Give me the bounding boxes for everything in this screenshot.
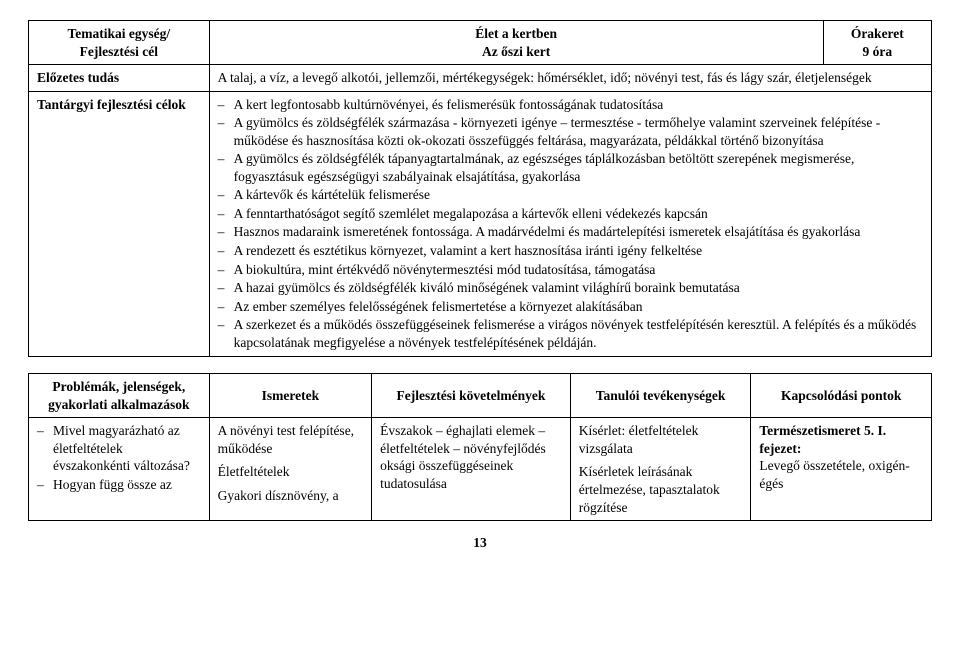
activities-student-cell: Kísérlet: életfeltételek vizsgálata Kísé… (570, 418, 751, 521)
activities-header-problems: Problémák, jelenségek, gyakorlati alkalm… (29, 374, 210, 418)
activities-problems-list: Mivel magyarázható az életfeltételek évs… (37, 422, 201, 493)
goals-list-item: Hasznos madaraink ismeretének fontossága… (218, 223, 923, 241)
goals-list-item: A gyümölcs és zöldségfélék tápanyagtarta… (218, 150, 923, 185)
table-header-row: Tematikai egység/ Fejlesztési cél Élet a… (29, 21, 932, 65)
activities-header-student: Tanulói tevékenységek (570, 374, 751, 418)
activities-content-row: Mivel magyarázható az életfeltételek évs… (29, 418, 932, 521)
activities-header-links: Kapcsolódási pontok (751, 374, 932, 418)
problems-list-item: Mivel magyarázható az életfeltételek évs… (37, 422, 201, 475)
goals-list-item: A rendezett és esztétikus környezet, val… (218, 242, 923, 260)
prior-knowledge-content: A talaj, a víz, a levegő alkotói, jellem… (209, 65, 931, 92)
knowledge-p3: Gyakori dísznövény, a (218, 487, 364, 505)
header-topic: Élet a kertben Az őszi kert (209, 21, 823, 65)
knowledge-p2: Életfeltételek (218, 463, 364, 481)
goals-list-item: A gyümölcs és zöldségfélék származása - … (218, 114, 923, 149)
knowledge-p1: A növényi test felépítése, működése (218, 422, 364, 457)
development-goals-list: A kert legfontosabb kultúrnövényei, és f… (218, 96, 923, 352)
development-goals-row: Tantárgyi fejlesztési célok A kert legfo… (29, 91, 932, 357)
prior-knowledge-label: Előzetes tudás (29, 65, 210, 92)
goals-list-item: Az ember személyes felelősségének felism… (218, 298, 923, 316)
header-hours-line1: Órakeret (851, 26, 904, 41)
activities-header-problems-l2: gyakorlati alkalmazások (48, 397, 189, 412)
header-hours-line2: 9 óra (863, 44, 893, 59)
header-unit-label: Tematikai egység/ Fejlesztési cél (29, 21, 210, 65)
goals-list-item: A fenntarthatóságot segítő szemlélet meg… (218, 205, 923, 223)
development-goals-label: Tantárgyi fejlesztési célok (29, 91, 210, 357)
development-goals-content: A kert legfontosabb kultúrnövényei, és f… (209, 91, 931, 357)
links-p1: Természetismeret 5. I. fejezet: (759, 422, 923, 457)
prior-knowledge-row: Előzetes tudás A talaj, a víz, a levegő … (29, 65, 932, 92)
goals-list-item: A szerkezet és a működés összefüggéseine… (218, 316, 923, 351)
links-p2: Levegő összetétele, oxigén-égés (759, 457, 923, 492)
goals-list-item: A kártevők és kártételük felismerése (218, 186, 923, 204)
student-p2: Kísérletek leírásának értelmezése, tapas… (579, 463, 743, 516)
activities-requirements-cell: Évszakok – éghajlati elemek – életfeltét… (372, 418, 571, 521)
header-topic-line1: Élet a kertben (475, 26, 557, 41)
page-number: 13 (28, 535, 932, 551)
goals-list-item: A hazai gyümölcs és zöldségfélék kiváló … (218, 279, 923, 297)
student-p1: Kísérlet: életfeltételek vizsgálata (579, 422, 743, 457)
header-unit-line1: Tematikai egység/ (67, 26, 170, 41)
activities-table: Problémák, jelenségek, gyakorlati alkalm… (28, 373, 932, 521)
activities-header-knowledge: Ismeretek (209, 374, 372, 418)
activities-header-requirements: Fejlesztési követelmények (372, 374, 571, 418)
activities-knowledge-cell: A növényi test felépítése, működése Élet… (209, 418, 372, 521)
problems-list-item: Hogyan függ össze az (37, 476, 201, 494)
curriculum-unit-table: Tematikai egység/ Fejlesztési cél Élet a… (28, 20, 932, 357)
header-unit-line2: Fejlesztési cél (80, 44, 158, 59)
activities-links-cell: Természetismeret 5. I. fejezet: Levegő ö… (751, 418, 932, 521)
activities-header-problems-l1: Problémák, jelenségek, (52, 379, 185, 394)
header-topic-line2: Az őszi kert (482, 44, 550, 59)
goals-list-item: A kert legfontosabb kultúrnövényei, és f… (218, 96, 923, 114)
header-hours: Órakeret 9 óra (823, 21, 931, 65)
activities-header-row: Problémák, jelenségek, gyakorlati alkalm… (29, 374, 932, 418)
goals-list-item: A biokultúra, mint értékvédő növényterme… (218, 261, 923, 279)
activities-problems-cell: Mivel magyarázható az életfeltételek évs… (29, 418, 210, 521)
